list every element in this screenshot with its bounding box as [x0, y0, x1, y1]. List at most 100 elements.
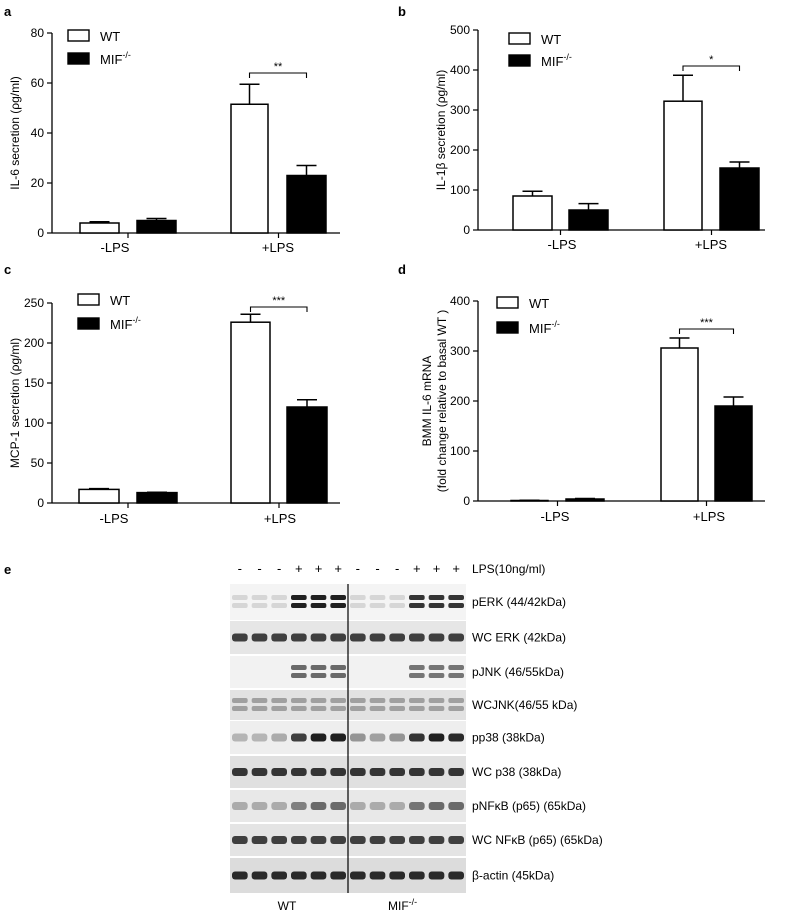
bar-wt: [512, 195, 553, 231]
blot-band: [291, 673, 307, 678]
blot-band: [291, 733, 307, 742]
panel-d-il6-mrna-chart: d 0 100 200 300 400 BMM IL-6 mRNA (fold change …: [398, 262, 765, 524]
blot-band: [232, 633, 248, 642]
blot-band: [369, 603, 386, 608]
blot-band: [271, 733, 287, 742]
bar-mif: [719, 167, 760, 231]
blot-band: [271, 706, 287, 711]
panel-letter: e: [4, 562, 11, 577]
blot-band: [389, 595, 405, 600]
blot-band: [409, 665, 425, 670]
blot-band: [232, 706, 248, 711]
y-tick-label: 0: [37, 496, 44, 510]
category-label: -LPS: [100, 511, 129, 526]
group-label-superscript: -/-: [409, 897, 418, 907]
y-tick-label: 400: [450, 294, 470, 308]
y-tick-label: 500: [450, 23, 470, 37]
lps-sign: -: [395, 561, 399, 576]
significance-bracket: [249, 306, 308, 312]
blot-band: [310, 871, 327, 880]
blot-band: [350, 595, 366, 600]
y-axis-label: BMM IL-6 mRNA: [420, 356, 434, 447]
panel-a-il6-chart: a 0 20 40 60 80 IL-6 secretion (ρg/ml) -LPS +LPS…: [4, 4, 340, 255]
blot-band: [389, 802, 405, 810]
blot-band: [271, 836, 287, 844]
legend-swatch-wt: [508, 32, 531, 45]
lps-sign: -: [277, 561, 281, 576]
blot-band: [330, 733, 346, 742]
legend-label-wt: WT: [529, 296, 549, 311]
category-label: +LPS: [264, 511, 296, 526]
blot-band: [409, 836, 425, 844]
blot-band: [369, 836, 386, 844]
blot-band: [389, 871, 405, 880]
blot-band: [428, 673, 445, 678]
legend-label-mif: MIF-/-: [100, 50, 131, 67]
y-tick-label: 0: [463, 494, 470, 508]
y-tick-label: 50: [31, 456, 45, 470]
lps-sign: -: [356, 561, 360, 576]
blot-band: [291, 603, 307, 608]
blot-row-label: WC p38 (38kDa): [472, 765, 561, 779]
blot-band: [330, 595, 346, 600]
blot-band: [291, 595, 307, 600]
blot-row-label: pNFκB (p65) (65kDa): [472, 799, 586, 813]
legend-label-mif: MIF-/-: [529, 319, 560, 336]
category-label: +LPS: [695, 237, 727, 252]
blot-band: [251, 633, 268, 642]
bar-wt: [230, 103, 269, 234]
blot-band: [369, 768, 386, 776]
legend-swatch-mif: [67, 52, 90, 65]
blot-band: [350, 802, 366, 810]
bar-mif: [714, 405, 753, 502]
panel-letter: d: [398, 262, 406, 277]
blot-band: [448, 698, 464, 703]
legend-superscript: -/-: [132, 315, 141, 325]
y-tick-label: 200: [450, 394, 470, 408]
blot-row-label: pp38 (38kDa): [472, 731, 545, 745]
blot-band: [409, 673, 425, 678]
blot-band: [409, 706, 425, 711]
blot-band: [369, 802, 386, 810]
blot-band: [428, 768, 445, 776]
legend-superscript: -/-: [122, 50, 131, 60]
legend-swatch-mif: [508, 54, 531, 67]
y-axis-label: MCP-1 secretion (ρg/ml): [8, 338, 22, 468]
significance-bracket: [682, 65, 741, 71]
blot-band: [310, 633, 327, 642]
significance-stars: **: [274, 61, 283, 73]
blot-band: [251, 706, 268, 711]
y-axis-label: IL-6 secretion (ρg/ml): [8, 76, 22, 190]
blot-band: [251, 698, 268, 703]
blot-band: [271, 595, 287, 600]
blot-band: [310, 706, 327, 711]
blot-band: [291, 665, 307, 670]
blot-band: [389, 768, 405, 776]
category-label: +LPS: [262, 240, 294, 255]
panel-e-western-blot: e - - - + + + - - - + + + LPS(10ng/ml)pERK (44/42kDa)…: [4, 561, 603, 913]
y-tick-label: 100: [450, 444, 470, 458]
bar-wt: [510, 499, 549, 502]
blot-band: [409, 871, 425, 880]
y-tick-label: 20: [31, 176, 45, 190]
blot-band: [271, 871, 287, 880]
blot-band: [428, 603, 445, 608]
lps-sign: +: [433, 561, 441, 576]
blot-row-label: β-actin (45kDa): [472, 869, 554, 883]
legend-swatch-wt: [77, 293, 100, 306]
blot-band: [330, 706, 346, 711]
lps-sign: -: [375, 561, 379, 576]
blot-band: [232, 698, 248, 703]
blot-band: [350, 871, 366, 880]
bar-mif: [565, 498, 605, 502]
blot-band: [389, 633, 405, 642]
blot-band: [389, 836, 405, 844]
blot-band: [350, 633, 366, 642]
blot-band: [448, 871, 464, 880]
blot-band: [350, 836, 366, 844]
bar-wt: [230, 321, 271, 504]
blot-band: [310, 733, 327, 742]
blot-band: [448, 595, 464, 600]
blot-band: [251, 595, 268, 600]
